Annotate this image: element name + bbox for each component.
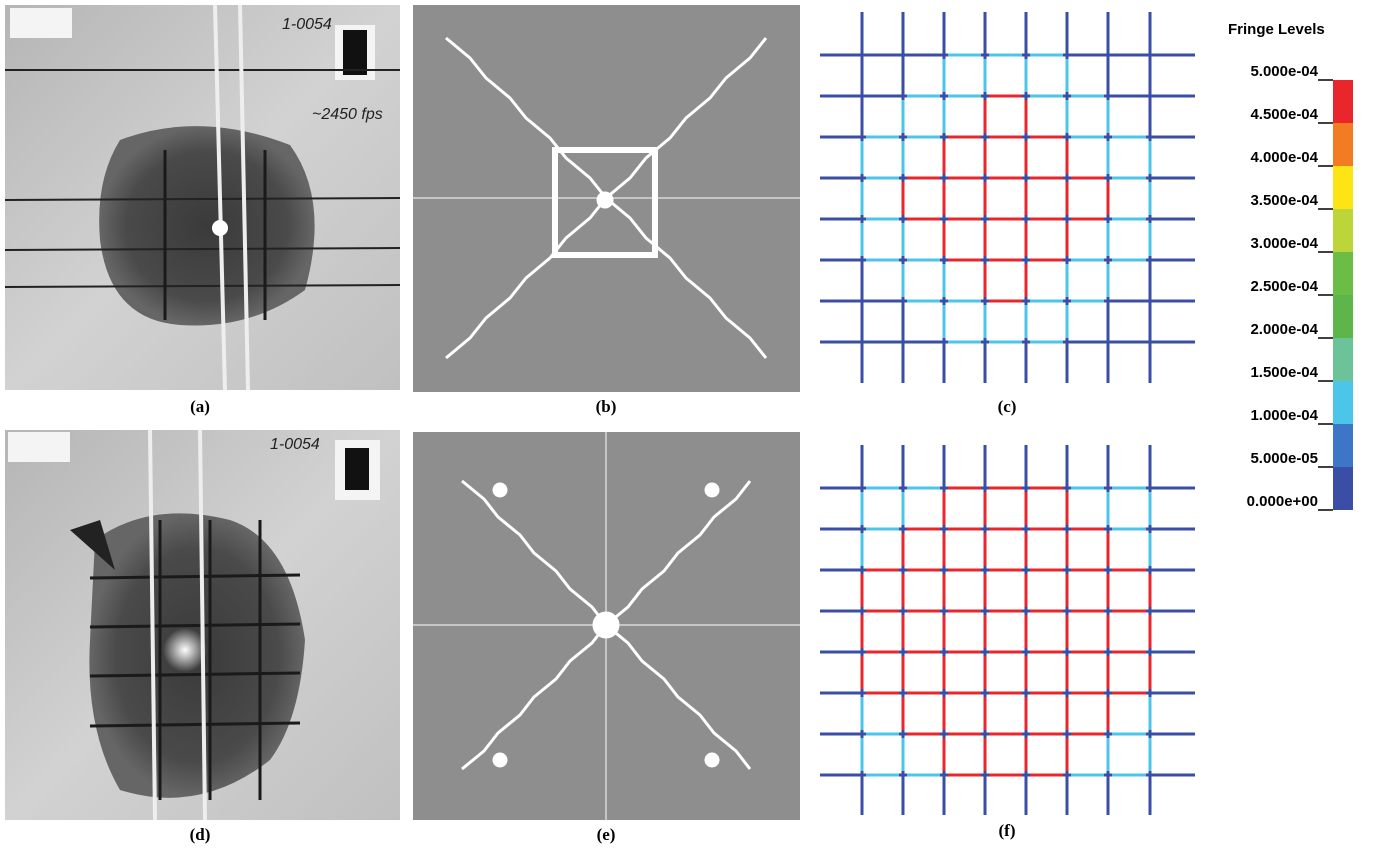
legend-swatch [1333, 252, 1353, 295]
crack [461, 479, 608, 626]
crack-node [492, 482, 508, 498]
legend-swatch [1333, 123, 1353, 166]
legend-swatch [1333, 381, 1353, 424]
legend-swatch [1333, 424, 1353, 467]
legend-label: 3.500e-04 [1250, 192, 1318, 209]
rebar-grids [820, 12, 1195, 815]
legend-label: 1.000e-04 [1250, 407, 1318, 424]
crater-outline [552, 147, 658, 258]
legend-label: 4.500e-04 [1250, 106, 1318, 123]
photo-annotation: ~2450 fps [312, 106, 383, 123]
photo-tag [10, 8, 72, 38]
rebar [4, 247, 401, 251]
photo-sign-mark [343, 30, 367, 75]
legend-label: 0.000e+00 [1247, 493, 1318, 510]
crack [445, 36, 608, 199]
paint-line [148, 429, 157, 821]
photo-d: 1-0054 [5, 429, 400, 821]
legend: Fringe Levels 5.000e-04 4.500e-04 4.000e-0… [1228, 21, 1353, 511]
crack [605, 37, 768, 200]
paint-line [198, 429, 207, 821]
panel-label: (a) [190, 397, 210, 416]
photo-sign-mark [345, 448, 369, 490]
panel-label: (f) [999, 821, 1016, 840]
legend-label: 2.500e-04 [1250, 278, 1318, 295]
crater-center [596, 191, 614, 209]
legend-swatch [1333, 295, 1353, 338]
legend-swatch [1333, 209, 1353, 252]
rebar [89, 671, 301, 678]
paint-line [238, 4, 250, 391]
crack-node [492, 752, 508, 768]
photo-annotation: 1-0054 [282, 16, 332, 33]
crack [605, 480, 752, 627]
legend-swatch [1333, 166, 1353, 209]
legend-label: 5.000e-04 [1250, 63, 1318, 80]
photo-a: 1-0054 ~2450 fps [4, 4, 401, 391]
photo-tag [8, 432, 70, 462]
legend-title: Fringe Levels [1228, 21, 1325, 38]
legend-label: 1.500e-04 [1250, 364, 1318, 381]
legend-label: 3.000e-04 [1250, 235, 1318, 252]
crack [605, 623, 752, 770]
photo-annotation: 1-0054 [270, 436, 320, 453]
crack [445, 197, 608, 360]
rebar [89, 622, 301, 629]
paint-line [213, 4, 227, 391]
legend-label: 5.000e-05 [1250, 450, 1318, 467]
panel-label: (d) [190, 825, 211, 844]
panel-label: (e) [597, 825, 616, 844]
panel-label: (c) [998, 397, 1017, 416]
panel-label: (b) [596, 397, 617, 416]
crack-pattern [413, 36, 800, 820]
crater [99, 126, 315, 326]
legend-swatch [1333, 467, 1353, 510]
rebar [4, 197, 401, 201]
impact-point [212, 220, 228, 236]
legend-swatch [1333, 80, 1353, 123]
spall [70, 520, 115, 570]
legend-swatch [1333, 338, 1353, 381]
crack-node [704, 752, 720, 768]
crack-node [704, 482, 720, 498]
legend-label: 2.000e-04 [1250, 321, 1318, 338]
crack [605, 196, 768, 359]
rebar [4, 284, 401, 288]
crack [461, 624, 608, 771]
rebar [89, 573, 301, 580]
legend-label: 4.000e-04 [1250, 149, 1318, 166]
impact-point [163, 628, 207, 672]
rebar [89, 721, 301, 728]
